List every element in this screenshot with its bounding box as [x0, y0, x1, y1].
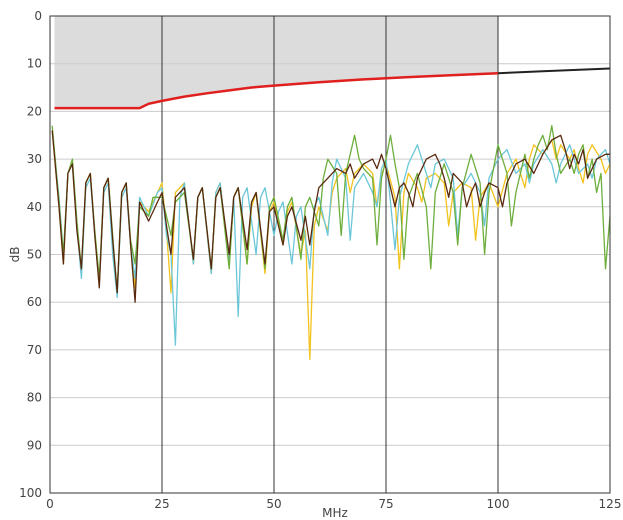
limit-line — [54, 71, 499, 110]
y-tick-label-80: 80 — [27, 391, 42, 405]
frame-layer — [49, 15, 611, 494]
limit-line-extension — [497, 67, 611, 75]
plot-frame — [49, 15, 611, 494]
x-tick-label-0: 0 — [46, 497, 54, 511]
y-tick-label-20: 20 — [27, 104, 42, 118]
x-tick-label-75: 75 — [378, 497, 393, 511]
x-tick-labels: 0 25 50 75 100 125 — [46, 497, 621, 511]
y-tick-label-60: 60 — [27, 295, 42, 309]
series-line-4 — [51, 130, 610, 303]
y-tick-label-100: 100 — [19, 486, 42, 500]
y-tick-label-10: 10 — [27, 57, 42, 71]
y-tick-label-40: 40 — [27, 200, 42, 214]
grid-layer — [50, 16, 610, 493]
x-tick-label-50: 50 — [266, 497, 281, 511]
y-tick-label-90: 90 — [27, 438, 42, 452]
y-tick-label-50: 50 — [27, 248, 42, 262]
limit-region-layer — [54, 16, 498, 109]
y-tick-labels: 0 10 20 30 40 50 60 70 80 90 100 — [19, 9, 42, 500]
x-tick-label-100: 100 — [487, 497, 510, 511]
series-layer — [51, 125, 611, 361]
y-axis-title: dB — [8, 247, 22, 263]
limit-line-layer — [54, 67, 611, 110]
y-tick-label-70: 70 — [27, 343, 42, 357]
x-tick-label-25: 25 — [154, 497, 169, 511]
y-tick-label-0: 0 — [34, 9, 42, 23]
y-tick-label-30: 30 — [27, 152, 42, 166]
limit-shaded-region — [54, 16, 498, 109]
x-axis-title: MHz — [322, 506, 348, 520]
x-tick-label-125: 125 — [599, 497, 622, 511]
